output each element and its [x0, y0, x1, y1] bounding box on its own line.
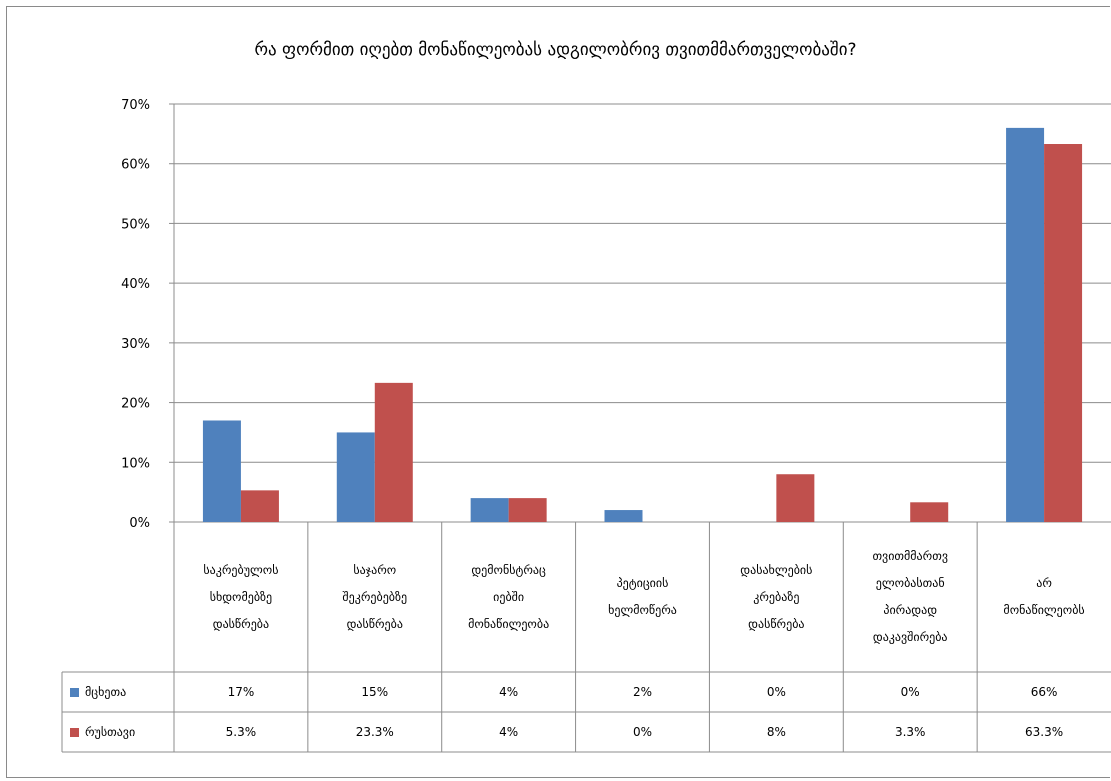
data-table-value: 5.3% [225, 725, 257, 739]
y-tick-label: 20% [121, 397, 150, 412]
legend-label: მცხეთა [85, 685, 127, 699]
y-tick-label: 60% [121, 158, 150, 173]
category-label: საკრებულოს სხდომებზე დასწრება [174, 522, 308, 672]
data-table-value: 4% [499, 685, 519, 699]
category-label-line: შეკრებებზე [342, 589, 408, 604]
category-label-line: ხელმოწერა [608, 603, 677, 617]
category-label-line: დასწრება [346, 616, 403, 631]
category-label-line: თვითმმართვ [872, 549, 948, 563]
category-label-line: მონაწილეობს [1003, 603, 1085, 617]
category-label-line: დასწრება [212, 616, 270, 631]
data-table-value: 17% [227, 685, 255, 699]
data-table-value: 0% [900, 685, 920, 699]
legend-swatch [70, 727, 79, 737]
category-label-line: იებში [493, 589, 525, 604]
bar-rustavi [910, 502, 949, 522]
bar-mtskheta [1006, 127, 1045, 522]
data-table-value: 63.3% [1025, 725, 1064, 739]
y-tick-label: 10% [121, 456, 150, 471]
data-table-value: 23.3% [355, 725, 394, 739]
y-tick-label: 70% [121, 98, 150, 113]
category-label-line: დემონსტრაც [471, 562, 546, 577]
data-table-value: 3.3% [894, 725, 926, 739]
category-label-line: სხდომებზე [209, 589, 273, 604]
category-label-line: საკრებულოს [203, 562, 279, 577]
category-label: დასახლების კრებაზე დასწრება [709, 522, 843, 672]
bar-rustavi [240, 490, 279, 522]
y-tick-label: 30% [121, 337, 150, 352]
legend-cell: რუსთავი [62, 712, 174, 752]
data-table-value: 66% [1030, 685, 1058, 699]
category-label-line: დასწრება [748, 616, 805, 631]
category-label-line: დაკავშირება [872, 630, 948, 644]
y-tick-label: 50% [121, 217, 150, 232]
bar-rustavi [776, 474, 815, 522]
category-label: პეტიციის ხელმოწერა [576, 522, 710, 672]
bar-mtskheta [202, 420, 241, 522]
data-table-value: 15% [361, 685, 389, 699]
chart-title: რა ფორმით იღებთ მონაწილეობას ადგილობრივ … [254, 40, 857, 60]
legend-cell: მცხეთა [62, 672, 174, 712]
category-label-line: კრებაზე [753, 589, 800, 604]
category-label-line: პეტიციის [616, 576, 669, 590]
chart-frame [6, 6, 1110, 778]
bar-mtskheta [336, 432, 375, 522]
category-label: თვითმმართვ ელობასთან პირადად დაკავშირება [843, 522, 977, 672]
category-label-line: საჯარო [353, 562, 397, 577]
category-label: არ მონაწილეობს [977, 522, 1111, 672]
data-table-value: 2% [632, 685, 652, 699]
category-label-line: დასახლების [740, 562, 813, 577]
data-table-value: 0% [632, 725, 652, 739]
category-label-line: არ [1036, 576, 1052, 590]
category-label: დემონსტრაც იებში მონაწილეობა [442, 522, 576, 672]
bar-rustavi [1044, 144, 1083, 522]
data-table-value: 8% [766, 725, 786, 739]
category-label-line: მონაწილეობა [468, 616, 550, 631]
bar-rustavi [374, 382, 413, 522]
data-table-value: 4% [499, 725, 519, 739]
category-label-line: ელობასთან [875, 576, 945, 590]
category-label: საჯარო შეკრებებზე დასწრება [308, 522, 442, 672]
legend-label: რუსთავი [85, 725, 136, 739]
bar-rustavi [508, 498, 547, 522]
y-tick-label: 40% [121, 277, 150, 292]
y-tick-label: 0% [129, 516, 150, 531]
data-table-value: 0% [766, 685, 786, 699]
category-label-line: პირადად [883, 603, 938, 617]
legend-swatch [70, 687, 79, 697]
bar-mtskheta [470, 498, 509, 522]
bar-mtskheta [604, 510, 643, 522]
